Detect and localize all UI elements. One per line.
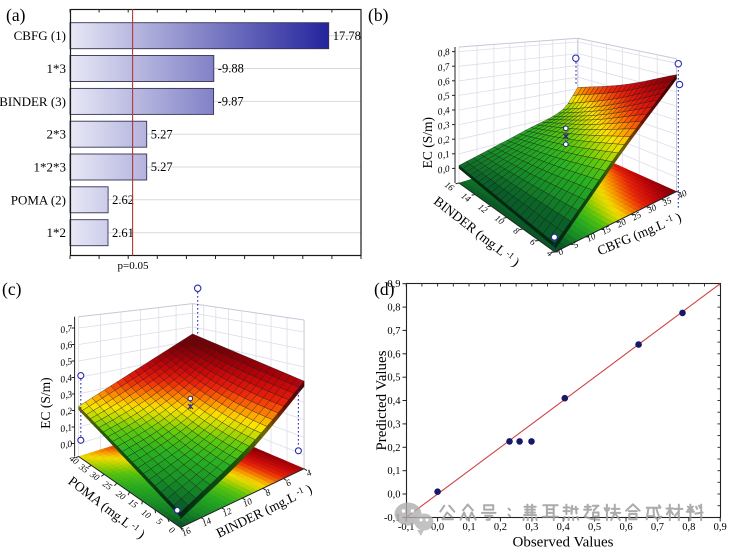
svg-text:0,2: 0,2 (387, 443, 400, 454)
svg-text:0,3: 0,3 (60, 390, 74, 402)
svg-text:0,3: 0,3 (525, 522, 538, 533)
svg-text:2*3: 2*3 (47, 127, 67, 142)
svg-text:2.61: 2.61 (112, 226, 134, 240)
svg-text:0: 0 (167, 525, 177, 536)
svg-text:0,6: 0,6 (437, 77, 451, 89)
svg-text:0,2: 0,2 (494, 522, 507, 533)
svg-text:8: 8 (264, 487, 273, 498)
svg-text:0,5: 0,5 (387, 373, 400, 384)
svg-text:0,0: 0,0 (431, 522, 444, 533)
svg-text:0,8: 0,8 (682, 522, 695, 533)
svg-text:-0,1: -0,1 (384, 513, 401, 524)
svg-text:0,7: 0,7 (651, 522, 664, 533)
svg-text:0,8: 0,8 (437, 48, 451, 60)
svg-text:EC (S/m): EC (S/m) (420, 117, 435, 168)
svg-text:6: 6 (284, 477, 293, 488)
svg-text:0,8: 0,8 (387, 303, 400, 314)
svg-text:CBFG (1): CBFG (1) (14, 28, 66, 43)
svg-text:2.62: 2.62 (112, 193, 134, 207)
svg-text:1*3: 1*3 (47, 61, 67, 76)
svg-text:0,1: 0,1 (387, 466, 400, 477)
svg-text:0,5: 0,5 (60, 357, 74, 369)
svg-text:17.78: 17.78 (333, 29, 361, 43)
svg-text:0,3: 0,3 (437, 121, 451, 133)
svg-text:(d): (d) (374, 279, 395, 299)
svg-text:0,4: 0,4 (437, 106, 451, 118)
svg-text:6: 6 (528, 237, 538, 248)
svg-text:4: 4 (305, 467, 314, 478)
svg-text:0,7: 0,7 (60, 324, 75, 336)
svg-text:0,0: 0,0 (387, 490, 400, 501)
svg-text:0: 0 (556, 246, 565, 257)
svg-text:35: 35 (660, 195, 674, 209)
svg-text:0,3: 0,3 (387, 419, 400, 430)
svg-text:0,5: 0,5 (588, 522, 601, 533)
svg-text:0,2: 0,2 (437, 135, 451, 147)
svg-text:0,6: 0,6 (387, 349, 400, 360)
svg-text:(a): (a) (6, 5, 26, 25)
svg-text:BINDER (3): BINDER (3) (0, 94, 66, 109)
svg-text:1*2*3: 1*2*3 (34, 160, 67, 175)
svg-text:30: 30 (645, 202, 659, 216)
svg-text:-9.87: -9.87 (218, 95, 244, 109)
svg-text:0,9: 0,9 (714, 522, 727, 533)
svg-text:0,4: 0,4 (60, 374, 74, 386)
svg-text:5: 5 (572, 239, 581, 250)
svg-text:0,1: 0,1 (60, 423, 73, 435)
svg-text:0,6: 0,6 (619, 522, 632, 533)
svg-text:EC (S/m): EC (S/m) (38, 377, 53, 428)
svg-text:0,6: 0,6 (60, 341, 74, 353)
svg-text:0,7: 0,7 (387, 326, 400, 337)
svg-text:p=0.05: p=0.05 (118, 260, 149, 272)
svg-text:Observed Values: Observed Values (513, 535, 614, 549)
svg-text:0,9: 0,9 (387, 279, 400, 290)
svg-text:8: 8 (511, 226, 521, 237)
svg-text:-0,1: -0,1 (398, 522, 415, 533)
svg-text:POMA (2): POMA (2) (11, 192, 66, 207)
svg-text:0,1: 0,1 (462, 522, 475, 533)
svg-text:(b): (b) (368, 5, 389, 25)
svg-text:0,7: 0,7 (437, 62, 452, 74)
svg-text:Predicted Values: Predicted Values (374, 350, 390, 450)
svg-text:5.27: 5.27 (151, 127, 173, 141)
svg-text:1*2: 1*2 (47, 225, 67, 240)
svg-text:(c): (c) (2, 279, 22, 299)
svg-text:-9.88: -9.88 (218, 62, 244, 76)
svg-text:0,4: 0,4 (387, 396, 401, 407)
svg-text:0,2: 0,2 (60, 407, 74, 419)
svg-text:0,4: 0,4 (557, 522, 571, 533)
svg-text:0,1: 0,1 (437, 150, 450, 162)
svg-text:4: 4 (545, 248, 555, 259)
svg-text:5.27: 5.27 (151, 160, 173, 174)
svg-text:0,0: 0,0 (60, 440, 74, 452)
svg-text:0,5: 0,5 (437, 91, 451, 103)
svg-text:0,0: 0,0 (437, 164, 451, 176)
svg-text:5: 5 (155, 516, 165, 527)
